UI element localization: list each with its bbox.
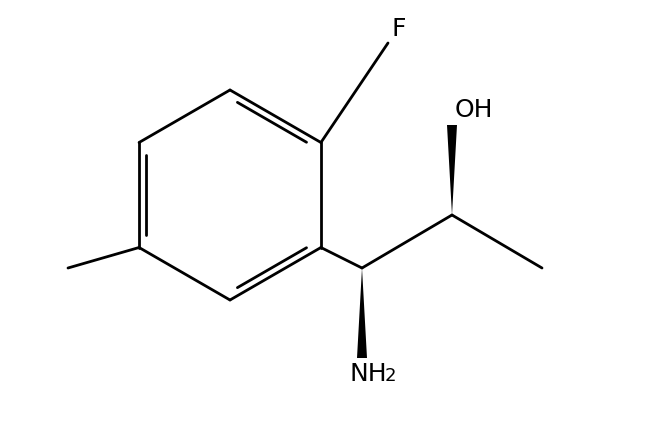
Polygon shape: [447, 125, 457, 215]
Text: OH: OH: [455, 98, 494, 122]
Polygon shape: [357, 268, 367, 358]
Text: 2: 2: [385, 367, 397, 385]
Text: NH: NH: [350, 362, 387, 386]
Text: F: F: [392, 17, 407, 41]
